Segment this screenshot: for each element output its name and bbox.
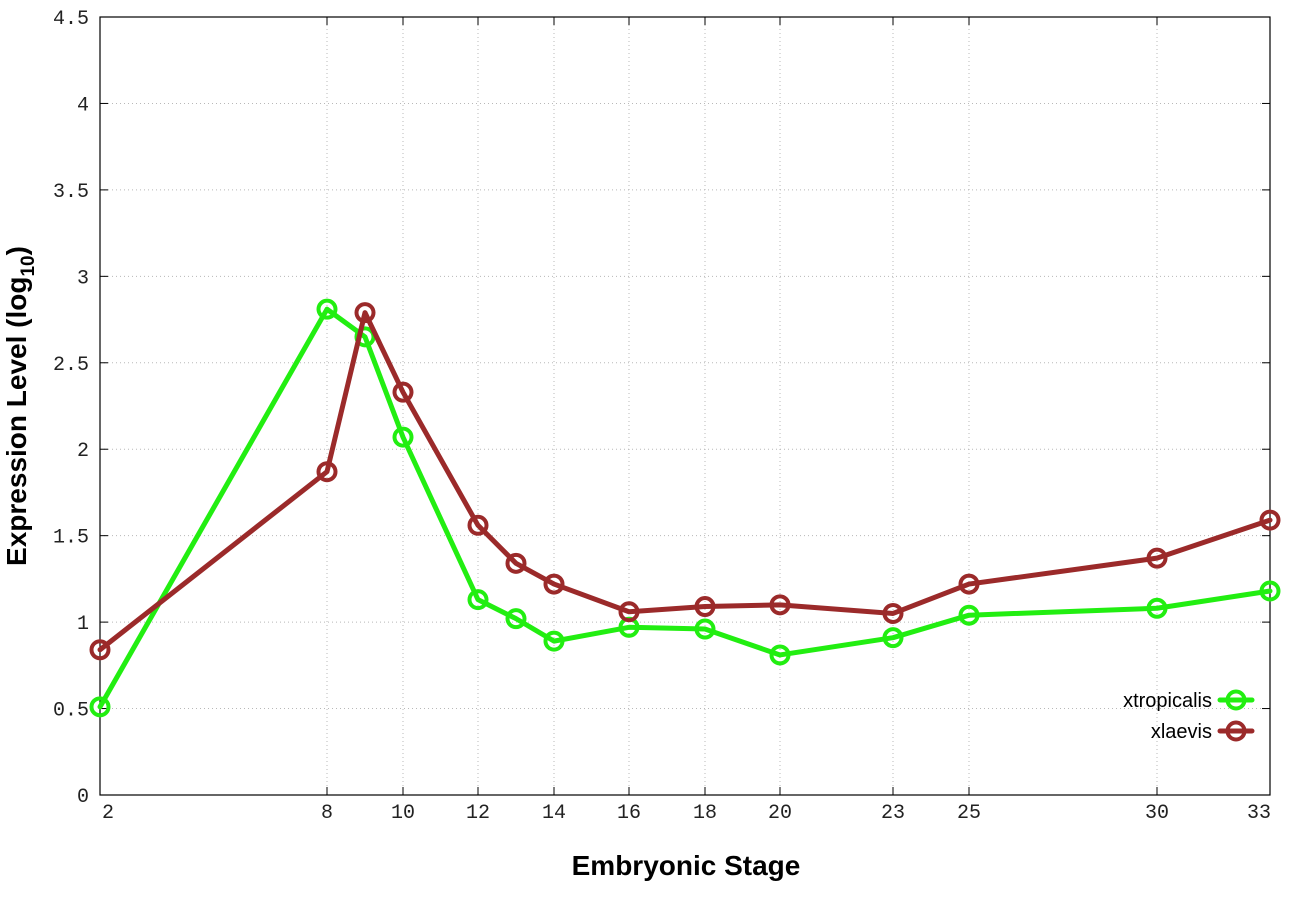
data-point-xlaevis (354, 302, 376, 324)
series-layer (89, 298, 1281, 718)
data-point-xtropicalis (694, 618, 716, 640)
y-tick-label: 3 (77, 267, 89, 290)
x-tick-label: 8 (321, 802, 333, 825)
data-point-xlaevis (392, 381, 414, 403)
y-tick-label: 1.5 (53, 527, 89, 550)
x-tick-label: 20 (768, 802, 792, 825)
data-point-xtropicalis (543, 630, 565, 652)
x-tick-label: 30 (1145, 802, 1169, 825)
series-xtropicalis (89, 298, 1281, 718)
data-point-xtropicalis (354, 326, 376, 348)
y-tick-label: 2.5 (53, 354, 89, 377)
legend-swatch-marker (1225, 720, 1247, 742)
y-axis-title-subscript: 10 (18, 255, 39, 276)
data-point-xlaevis (958, 573, 980, 595)
y-tick-label: 4 (77, 94, 89, 117)
x-tick-label: 14 (542, 802, 566, 825)
x-tick-label: 10 (391, 802, 415, 825)
data-point-xlaevis (694, 596, 716, 618)
data-point-xlaevis (882, 602, 904, 624)
x-tick-label: 23 (881, 802, 905, 825)
y-tick-label: 3.5 (53, 181, 89, 204)
data-point-xlaevis (505, 552, 527, 574)
y-axis-title-suffix: ) (1, 246, 32, 255)
x-tick-label: 2 (102, 802, 114, 825)
y-tick-label: 4.5 (53, 8, 89, 31)
data-point-xlaevis (618, 601, 640, 623)
series-xlaevis (89, 302, 1281, 661)
data-point-xlaevis (1259, 509, 1281, 531)
x-tick-label: 33 (1247, 802, 1271, 825)
y-axis-title-main: Expression Level (log (1, 277, 32, 566)
legend-label: xtropicalis (1123, 690, 1212, 712)
legend-swatch-marker (1225, 689, 1247, 711)
data-point-xtropicalis (769, 644, 791, 666)
grid-lines (100, 17, 1270, 795)
series-line-xtropicalis (97, 306, 1273, 710)
x-tick-label: 18 (693, 802, 717, 825)
series-line-xlaevis (97, 310, 1273, 653)
data-point-xtropicalis (89, 696, 111, 718)
y-tick-label: 1 (77, 613, 89, 636)
data-point-xtropicalis (316, 298, 338, 320)
x-tick-label: 16 (617, 802, 641, 825)
data-point-xtropicalis (1259, 580, 1281, 602)
data-point-xtropicalis (505, 608, 527, 630)
legend-item-xtropicalis: xtropicalis (1123, 689, 1255, 712)
y-tick-label: 2 (77, 440, 89, 463)
y-axis-title: Expression Level (log10) (1, 246, 39, 566)
data-point-xlaevis (1146, 547, 1168, 569)
data-point-xtropicalis (882, 627, 904, 649)
axis-ticks: 0 0.5 1 1.5 2 2.5 3 3.5 4 4.5 2 8 10 12 14 16 18 20 23 25 30… (53, 8, 1271, 825)
data-point-xtropicalis (467, 589, 489, 611)
x-tick-label: 12 (466, 802, 490, 825)
data-point-xlaevis (467, 514, 489, 536)
legend-item-xlaevis: xlaevis (1151, 720, 1255, 743)
legend: xtropicalis xlaevis (1123, 689, 1255, 743)
data-point-xtropicalis (392, 426, 414, 448)
plot-frame (99, 16, 1271, 796)
y-tick-label: 0 (77, 786, 89, 809)
data-point-xtropicalis (1146, 597, 1168, 619)
data-point-xlaevis (543, 573, 565, 595)
legend-label: xlaevis (1151, 721, 1212, 743)
x-tick-label: 25 (957, 802, 981, 825)
data-point-xlaevis (89, 639, 111, 661)
x-axis-title: Embryonic Stage (572, 850, 801, 881)
data-point-xlaevis (316, 461, 338, 483)
data-point-xlaevis (769, 594, 791, 616)
data-point-xtropicalis (958, 604, 980, 626)
y-tick-label: 0.5 (53, 700, 89, 723)
